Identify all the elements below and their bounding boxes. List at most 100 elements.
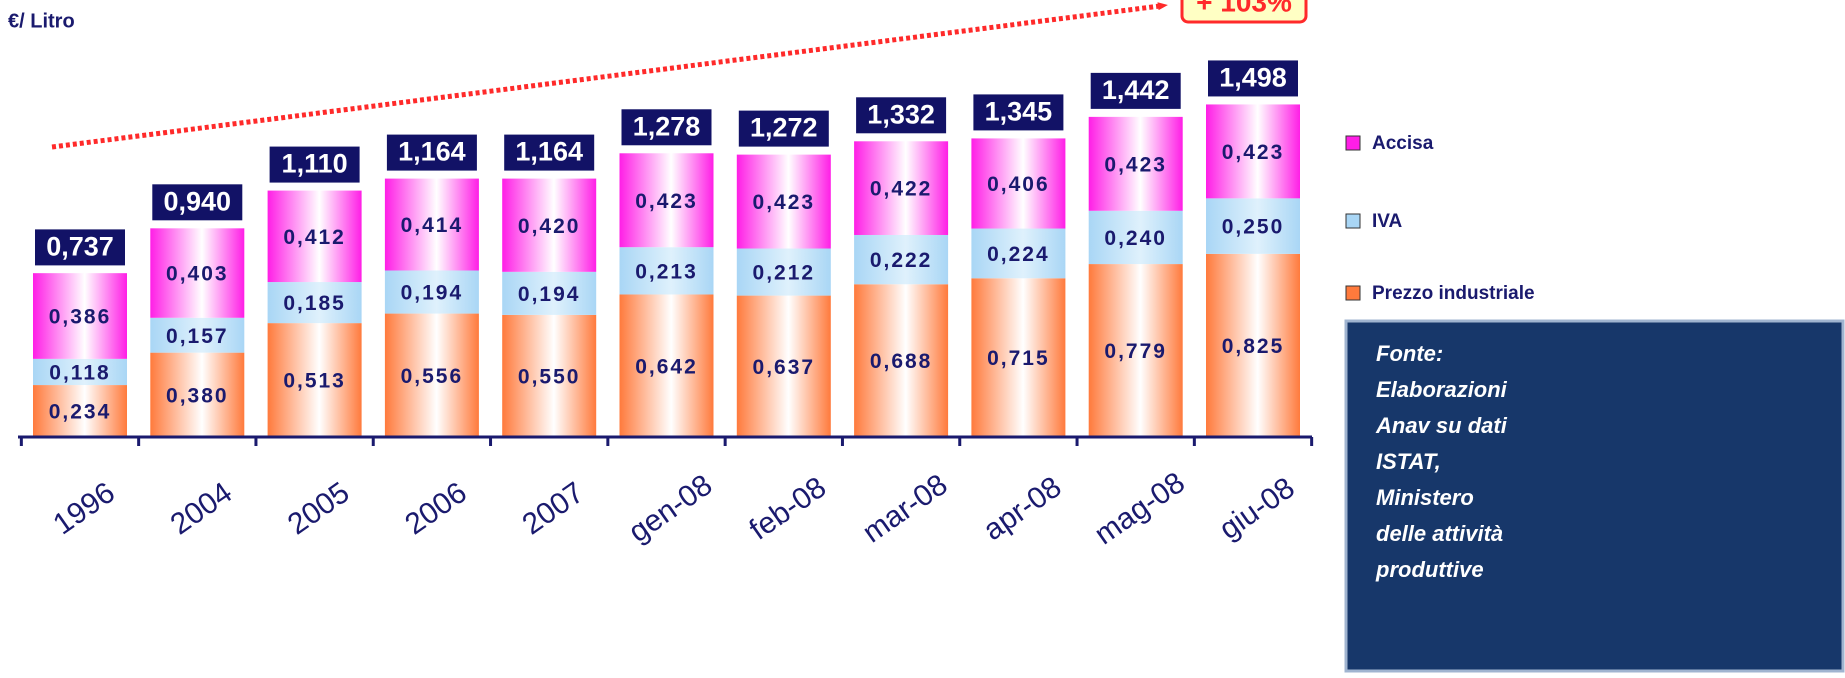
bar-segment: [736, 154, 831, 249]
value-label: 0,213: [635, 260, 698, 283]
bar-segment: [736, 295, 831, 437]
bar-segment: [150, 317, 245, 353]
value-label: 0,420: [518, 215, 581, 238]
bar-segment: [267, 282, 362, 324]
bar-segment: [854, 284, 949, 437]
legend-label: Accisa: [1372, 133, 1434, 154]
legend-label: Prezzo industriale: [1372, 283, 1535, 304]
legend-swatch: [1345, 285, 1361, 301]
bar-segment: [384, 313, 479, 437]
legend-label: IVA: [1372, 211, 1403, 232]
value-label: 0,240: [1104, 227, 1167, 250]
x-tick-label: mar-08: [857, 468, 954, 550]
total-label: 1,110: [282, 149, 348, 179]
bar-segment: [384, 178, 479, 271]
x-tick-label: 2005: [282, 476, 356, 541]
value-label: 0,212: [753, 262, 816, 285]
value-label: 0,386: [49, 306, 112, 329]
source-line: ISTAT,: [1376, 449, 1441, 474]
value-label: 0,556: [401, 365, 464, 388]
value-label: 0,423: [753, 191, 816, 214]
value-label: 0,423: [635, 190, 698, 213]
bar-segment: [267, 190, 362, 283]
total-box: [856, 97, 947, 134]
bar-segment: [384, 270, 479, 314]
source-line: Anav su dati: [1375, 413, 1508, 438]
value-label: 0,194: [401, 282, 464, 305]
bar-segment: [1206, 198, 1300, 254]
value-label: 0,118: [49, 362, 110, 385]
bar-segment: [971, 228, 1066, 279]
x-tick-label: 2007: [516, 476, 590, 541]
total-box: [504, 134, 595, 171]
bar-segment: [619, 294, 714, 437]
x-tick-label: mag-08: [1089, 466, 1191, 551]
x-tick-label: 2004: [165, 476, 239, 541]
legend-swatch: [1345, 213, 1361, 229]
value-label: 0,403: [166, 263, 229, 286]
unit-label: €/ Litro: [8, 10, 75, 32]
bar-segment: [33, 385, 127, 437]
bar-segment: [1088, 116, 1183, 211]
bar-segment: [971, 278, 1066, 437]
bar-segment: [150, 228, 245, 318]
bar-segment: [1088, 210, 1183, 265]
value-label: 0,224: [987, 243, 1050, 266]
bar-segment: [1206, 253, 1300, 437]
total-label: 1,164: [398, 137, 466, 167]
total-box: [386, 134, 477, 171]
bar-segment: [854, 141, 949, 235]
total-box: [621, 109, 712, 146]
x-tick-label: apr-08: [978, 470, 1068, 547]
total-box: [1208, 60, 1298, 97]
x-tick-label: 2006: [399, 476, 473, 541]
bar-segment: [502, 178, 597, 272]
value-label: 0,234: [49, 401, 112, 424]
total-box: [35, 229, 125, 266]
total-box: [973, 94, 1064, 131]
source-line: produttive: [1375, 557, 1484, 582]
value-label: 0,423: [1222, 141, 1285, 164]
total-label: 1,498: [1219, 63, 1287, 93]
value-label: 0,715: [987, 347, 1050, 370]
value-label: 0,423: [1104, 153, 1167, 176]
total-box: [269, 146, 360, 183]
value-label: 0,380: [166, 384, 229, 407]
value-label: 0,550: [518, 365, 581, 388]
value-label: 0,688: [870, 350, 933, 373]
value-label: 0,194: [518, 283, 581, 306]
value-label: 0,642: [635, 355, 698, 378]
total-label: 1,278: [633, 111, 701, 141]
value-label: 0,422: [870, 178, 933, 201]
legend-swatch: [1345, 135, 1361, 151]
bar-segment: [619, 153, 714, 248]
value-label: 0,412: [283, 226, 346, 249]
value-label: 0,637: [753, 356, 816, 379]
total-box: [152, 184, 243, 221]
bar-segment: [971, 138, 1066, 229]
bar-segment: [736, 248, 831, 296]
value-label: 0,513: [283, 370, 346, 393]
bar-segment: [150, 352, 245, 437]
bar-segment: [33, 358, 127, 386]
value-label: 0,779: [1104, 340, 1167, 363]
bar-segment: [619, 247, 714, 295]
x-tick-label: giu-08: [1213, 471, 1300, 546]
bar-segment: [854, 234, 949, 285]
total-label: 1,442: [1102, 75, 1170, 105]
x-tick-label: 1996: [47, 476, 121, 541]
bar-segment: [33, 273, 127, 359]
source-line: delle attività: [1376, 521, 1503, 546]
total-label: 1,164: [515, 137, 583, 167]
value-label: 0,406: [987, 173, 1050, 196]
total-label: 0,940: [164, 186, 232, 216]
total-label: 1,332: [867, 99, 935, 129]
source-line: Fonte:: [1376, 341, 1443, 366]
total-box: [738, 110, 829, 147]
total-label: 0,737: [46, 232, 114, 262]
value-label: 0,825: [1222, 335, 1285, 358]
value-label: 0,157: [166, 325, 229, 348]
x-tick-label: feb-08: [744, 471, 833, 547]
x-tick-label: gen-08: [623, 468, 718, 549]
